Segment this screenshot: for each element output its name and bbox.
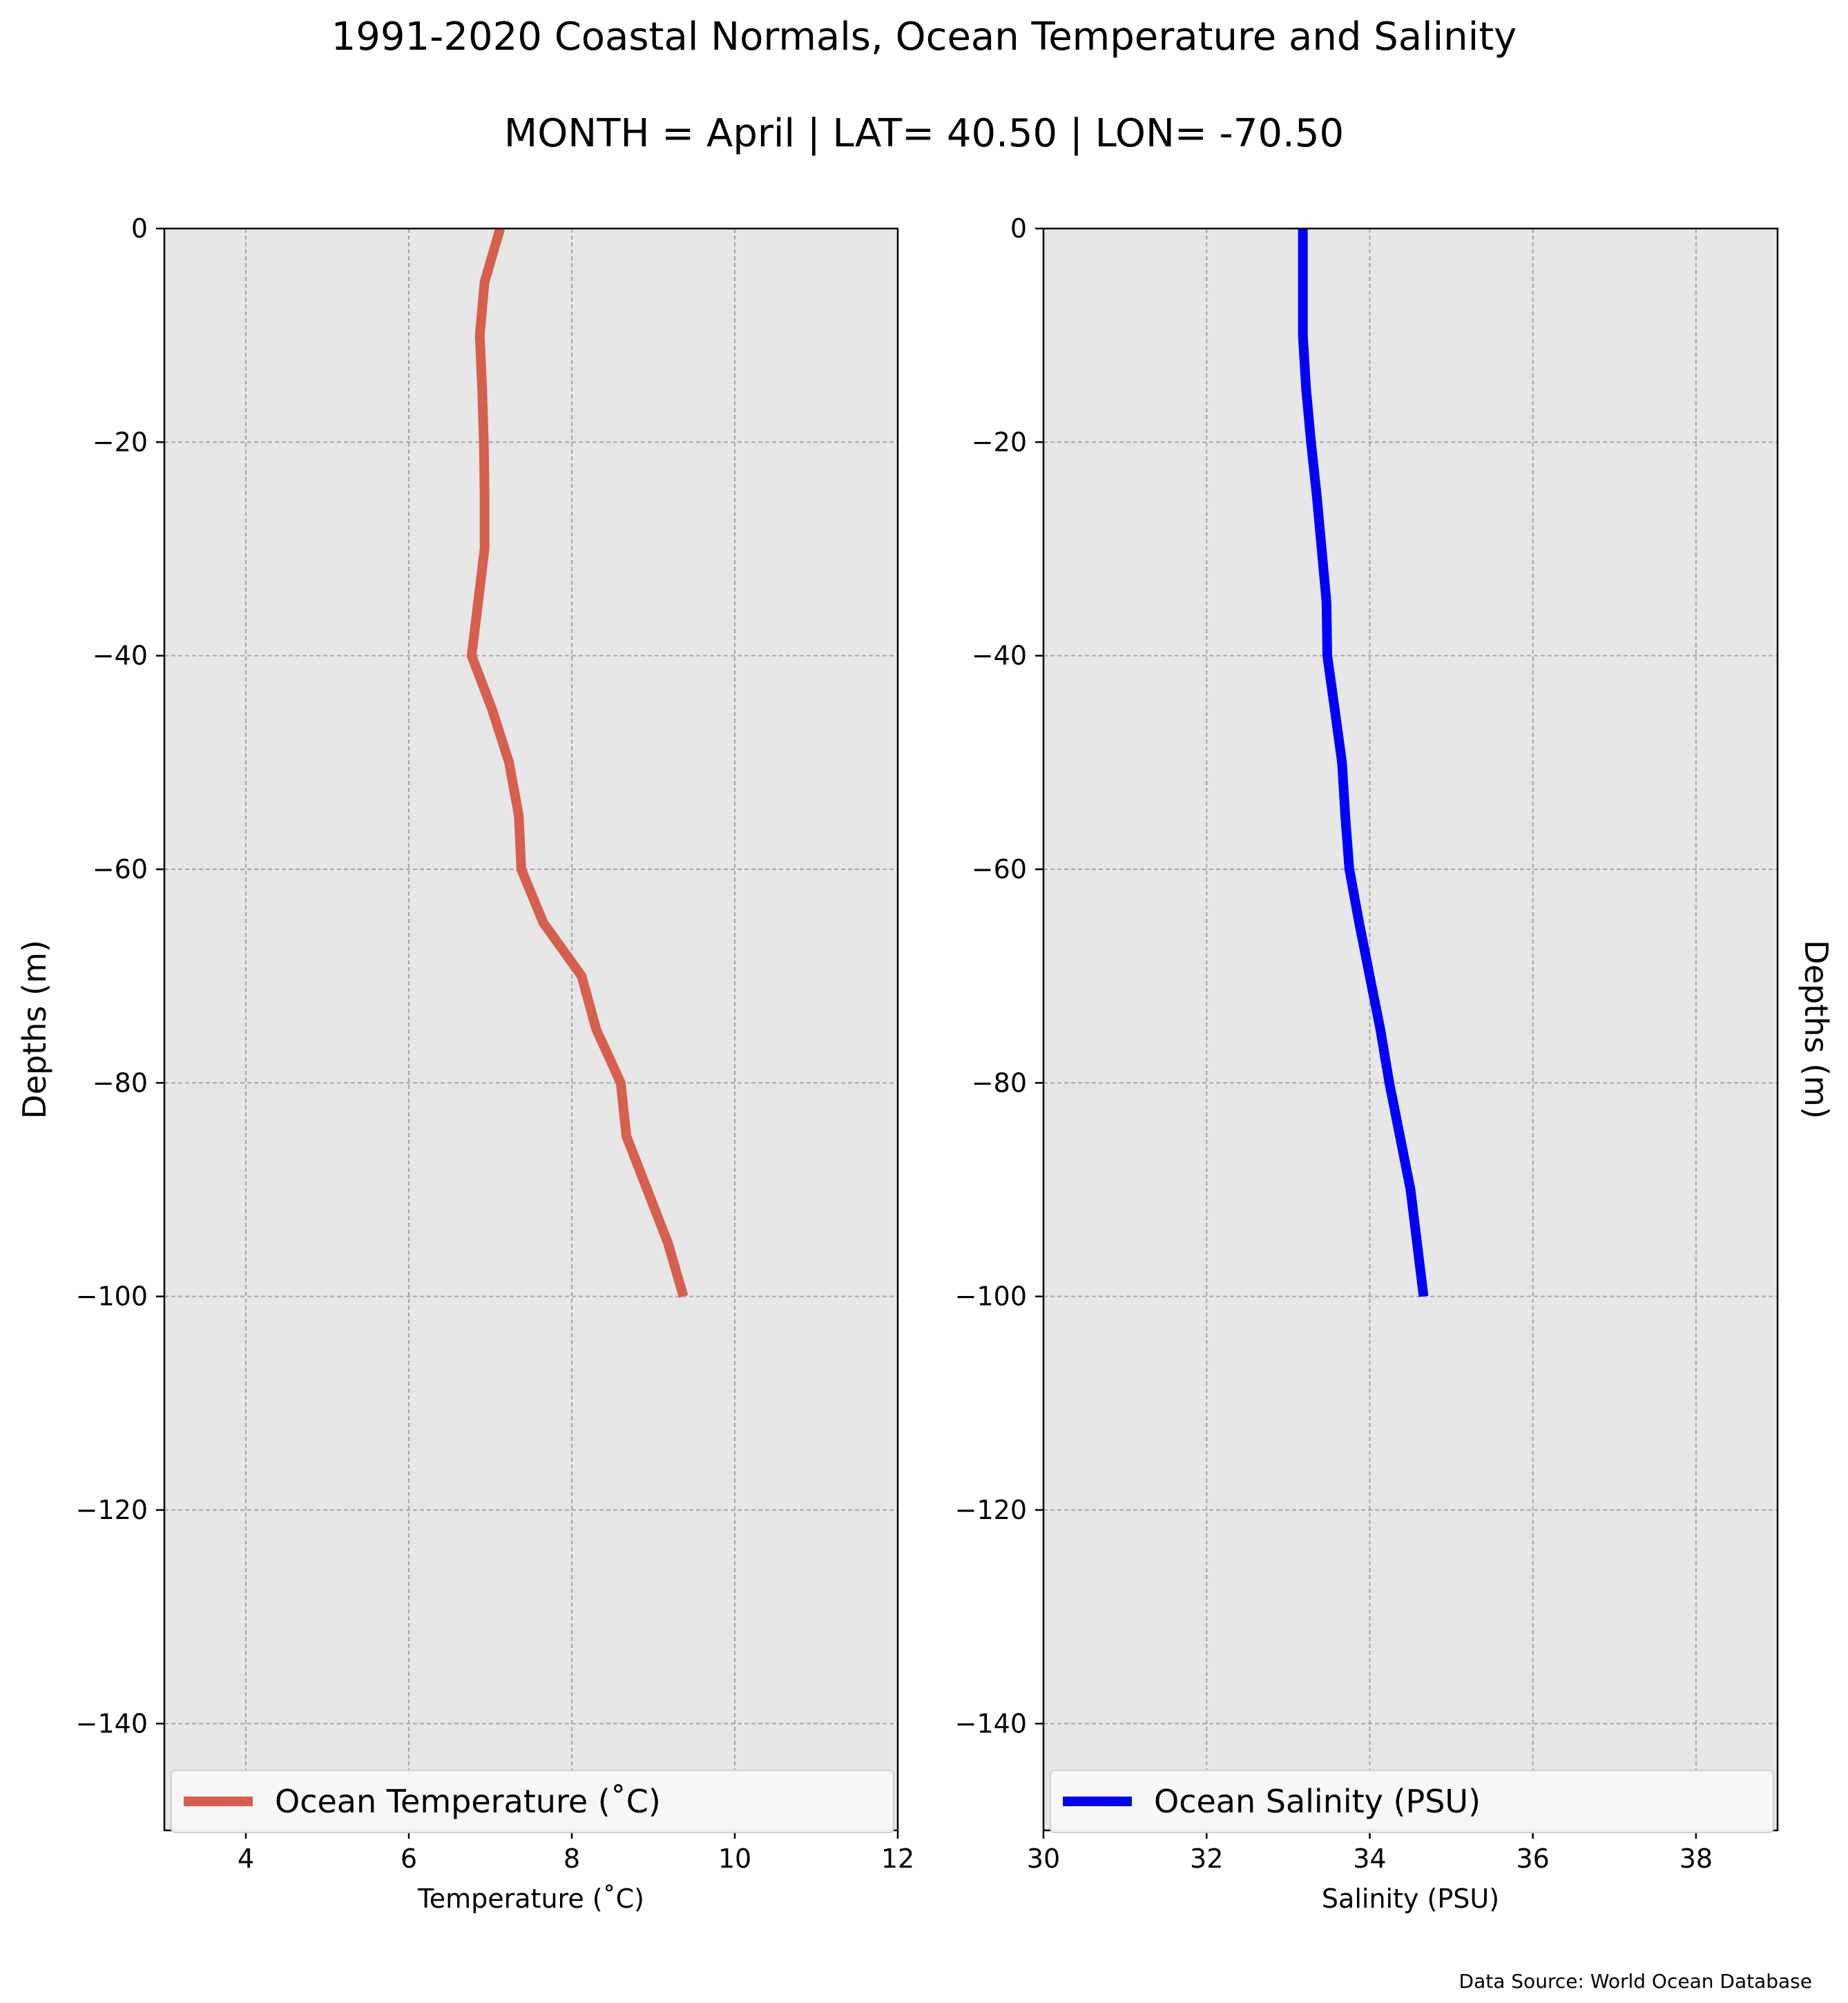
x-tick-label: 30 (1027, 1844, 1060, 1874)
legend-label: Ocean Temperature (˚C) (275, 1783, 661, 1820)
y-tick-label: −60 (972, 854, 1027, 884)
y-tick-label: −140 (76, 1708, 148, 1739)
data-point (1387, 1081, 1392, 1085)
data-point (519, 867, 523, 871)
legend-box (171, 1770, 894, 1833)
data-point (483, 547, 487, 551)
y-tick-label: 0 (1010, 213, 1027, 244)
legend: Ocean Salinity (PSU) (1050, 1770, 1774, 1833)
data-point (1340, 760, 1344, 764)
data-point (1333, 707, 1337, 711)
y-tick-label: −100 (955, 1281, 1027, 1312)
y-tick-label: −120 (955, 1495, 1027, 1525)
y-tick-label: 0 (131, 213, 148, 244)
y-tick-label: −120 (76, 1495, 148, 1525)
legend-box (1050, 1770, 1774, 1833)
data-point (478, 333, 482, 338)
series-line-salinity (1298, 229, 1429, 1297)
data-point (619, 1081, 623, 1085)
data-point (1421, 1295, 1425, 1299)
data-point (1378, 1027, 1383, 1032)
y-tick-label: −140 (955, 1708, 1027, 1739)
y-tick-label: −20 (93, 427, 148, 457)
data-point (594, 1027, 598, 1032)
data-point (541, 920, 546, 925)
x-axis-label: Temperature (˚C) (417, 1884, 644, 1914)
data-point (490, 707, 494, 711)
y-axis-label: Depths (m) (16, 940, 53, 1119)
data-point (1357, 920, 1361, 925)
x-tick-label: 6 (401, 1844, 417, 1874)
data-point (1301, 333, 1305, 338)
y-tick-label: −100 (76, 1281, 148, 1312)
data-point (1309, 440, 1313, 444)
data-point (624, 1134, 628, 1139)
series-line-temperature (466, 227, 689, 1298)
x-tick-label: 8 (564, 1844, 580, 1874)
data-point (1301, 280, 1305, 284)
data-point (1367, 974, 1371, 978)
data-point (1343, 814, 1347, 818)
data-point (1325, 654, 1329, 658)
data-point (483, 280, 487, 284)
data-point (476, 600, 480, 604)
data-point (579, 974, 584, 978)
plot-background (1043, 229, 1778, 1830)
data-point (1315, 494, 1319, 498)
x-tick-label: 38 (1679, 1844, 1713, 1874)
y-axis-label: Depths (m) (1798, 940, 1835, 1119)
x-tick-label: 4 (238, 1844, 254, 1874)
data-point (682, 1295, 686, 1299)
x-tick-label: 12 (881, 1844, 914, 1874)
y-tick-label: −40 (93, 641, 148, 671)
y-tick-label: −40 (972, 641, 1027, 671)
y-tick-label: −20 (972, 427, 1027, 457)
y-tick-label: −80 (93, 1067, 148, 1098)
x-tick-label: 34 (1353, 1844, 1386, 1874)
data-point (517, 814, 521, 818)
y-tick-label: −80 (972, 1067, 1027, 1098)
data-point (1320, 547, 1324, 551)
data-point (483, 494, 487, 498)
x-axis-label: Salinity (PSU) (1322, 1884, 1499, 1914)
data-point (1304, 387, 1308, 391)
plot-background (164, 229, 898, 1830)
data-point (666, 1241, 670, 1245)
data-point (1409, 1188, 1413, 1192)
data-point (1347, 867, 1351, 871)
salinity-panel: 30 32 34 36 38 0 −20 −40 −60 −80 −100 −120 −140 Salin… (955, 213, 1835, 1914)
data-point (480, 387, 484, 391)
data-point (1325, 600, 1329, 604)
data-source-note: Data Source: World Ocean Database (1459, 1970, 1812, 1993)
y-tick-label: −60 (93, 854, 148, 884)
data-point (470, 654, 474, 658)
chart-subtitle: MONTH = April | LAT= 40.50 | LON= -70.50 (504, 111, 1344, 156)
legend: Ocean Temperature (˚C) (171, 1770, 894, 1833)
data-point (482, 440, 486, 444)
chart-title: 1991-2020 Coastal Normals, Ocean Tempera… (331, 14, 1517, 59)
legend-label: Ocean Salinity (PSU) (1154, 1783, 1481, 1820)
x-tick-label: 32 (1190, 1844, 1223, 1874)
x-tick-label: 10 (718, 1844, 751, 1874)
x-tick-label: 36 (1516, 1844, 1549, 1874)
temperature-panel: 4 6 8 10 12 0 −20 −40 −60 −80 −100 −120 −140 Temperat… (16, 213, 914, 1914)
data-point (507, 760, 511, 764)
